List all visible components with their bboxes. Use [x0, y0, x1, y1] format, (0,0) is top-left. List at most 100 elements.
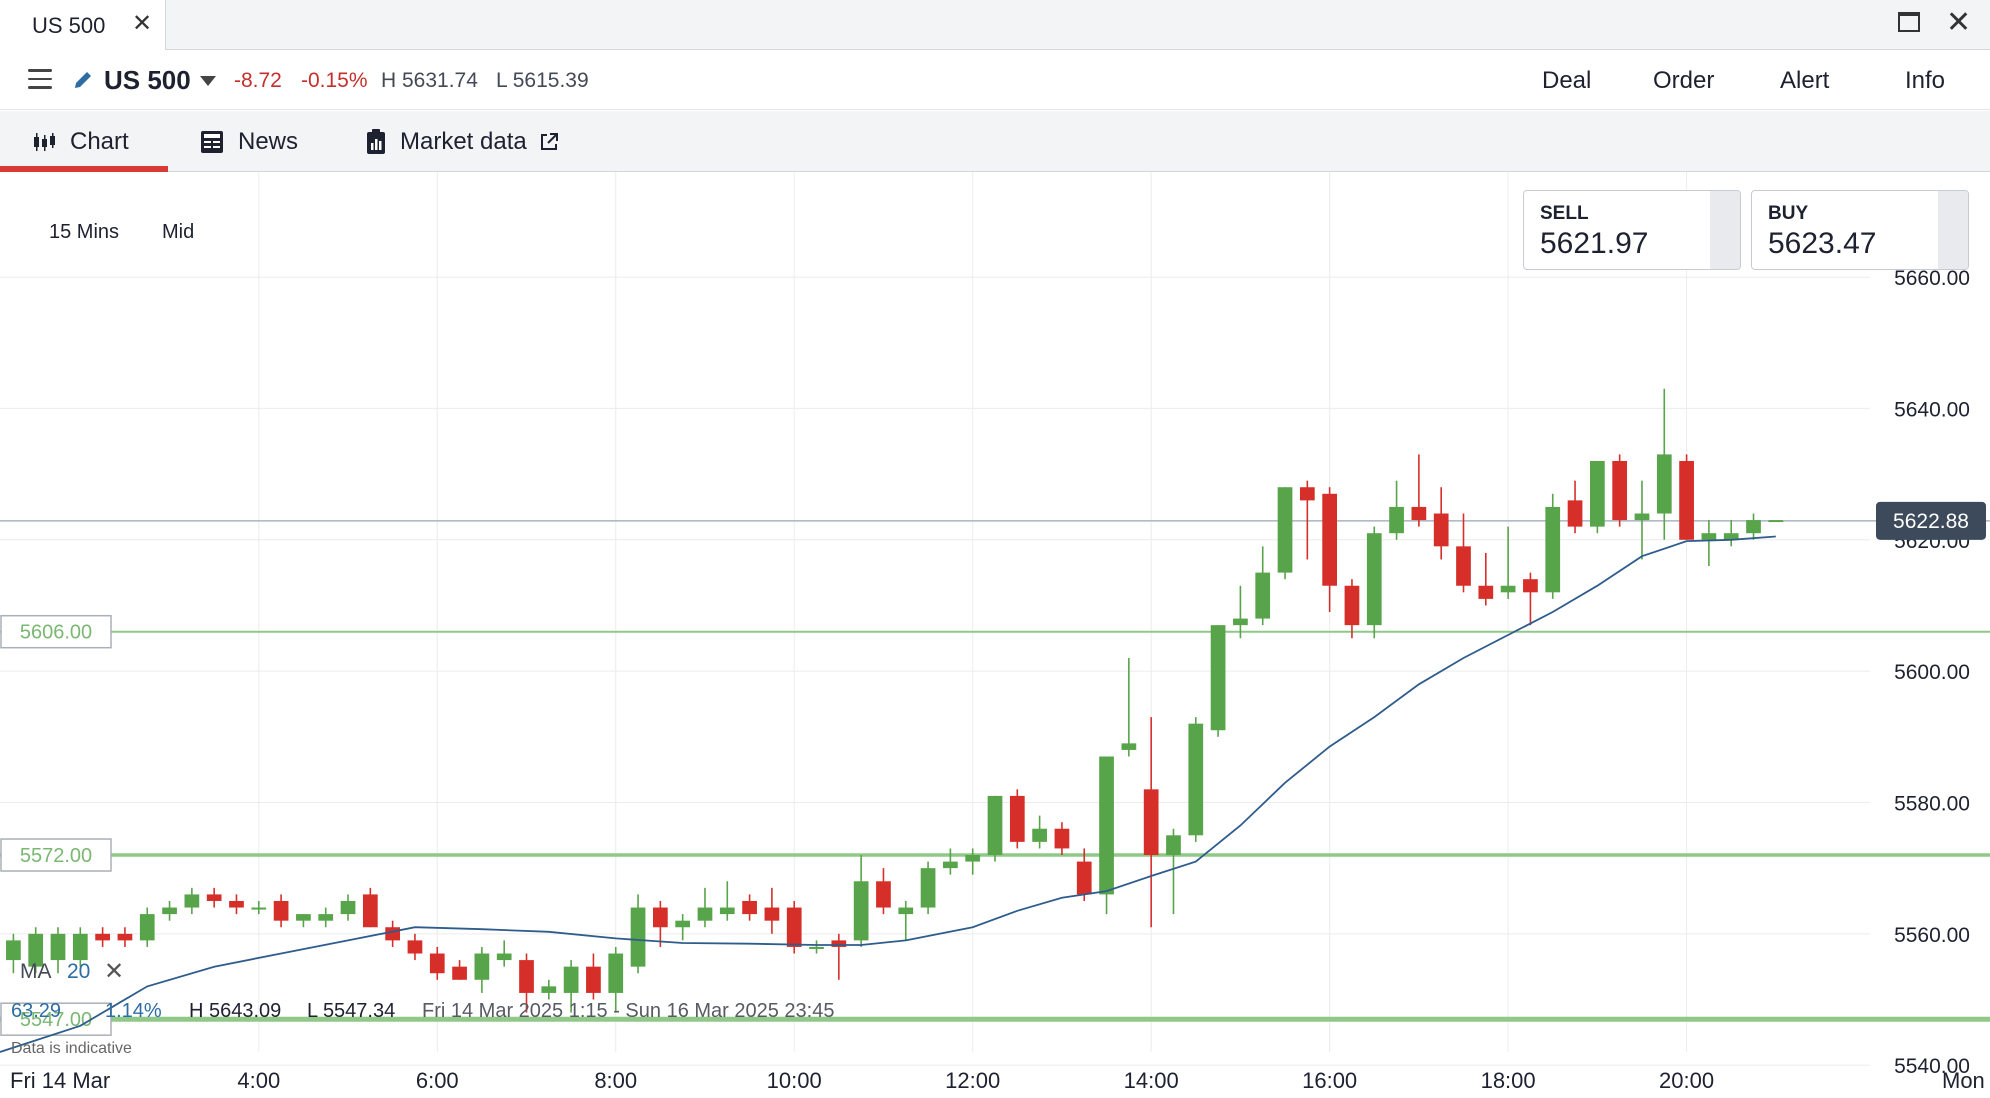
- price-type-selector[interactable]: Mid: [162, 221, 195, 243]
- candle-body: [965, 855, 981, 862]
- price-change: -8.72: [234, 69, 282, 92]
- candle-body: [987, 795, 1003, 856]
- data-disclaimer: Data is indicative: [11, 1040, 132, 1057]
- candle-down: [1433, 487, 1449, 560]
- candle-down: [385, 920, 401, 947]
- candle-up: [563, 960, 579, 1013]
- sell-button[interactable]: SELL 5621.97: [1523, 190, 1741, 270]
- instrument-name[interactable]: US 500: [104, 65, 191, 95]
- buy-button[interactable]: BUY 5623.47: [1751, 190, 1969, 270]
- candle-body: [1299, 487, 1315, 501]
- buy-label: BUY: [1768, 203, 1809, 224]
- candle-body: [1076, 861, 1092, 895]
- timeframe-selector[interactable]: 15 Mins: [49, 221, 120, 243]
- tab-us500[interactable]: US 500 ✕: [0, 0, 166, 50]
- candle-up: [630, 894, 646, 974]
- x-axis: 4:00 6:00 8:00 10:00 12:00 14:00 16:00 18:00 20:…: [237, 1068, 1714, 1093]
- candle-down: [1054, 822, 1070, 856]
- order-button[interactable]: Order: [1653, 67, 1715, 94]
- candle-up: [1389, 480, 1404, 540]
- deal-button[interactable]: Deal: [1542, 67, 1592, 94]
- candle-body: [229, 900, 244, 908]
- candle-down: [519, 953, 534, 1013]
- candle-body: [1099, 756, 1114, 895]
- newspaper-icon: [201, 130, 223, 153]
- candle-up: [1746, 513, 1761, 540]
- candle-body: [853, 881, 869, 941]
- candle-body: [943, 861, 958, 869]
- candle-up: [139, 907, 155, 947]
- candle-body: [1656, 454, 1672, 514]
- candle-body: [184, 894, 200, 908]
- candle-down: [1076, 848, 1092, 901]
- x-tick-label: 16:00: [1302, 1068, 1357, 1093]
- candle-body: [1277, 487, 1293, 573]
- x-tick-label: 18:00: [1481, 1068, 1536, 1093]
- candle-down: [652, 900, 668, 947]
- candle-up: [474, 946, 490, 993]
- candle-up: [50, 927, 66, 974]
- candle-down: [1679, 454, 1694, 540]
- candle-up: [72, 927, 88, 967]
- maximize-icon[interactable]: [1898, 12, 1920, 32]
- candle-body: [1612, 460, 1628, 521]
- tab-news[interactable]: News: [200, 111, 298, 172]
- candle-body: [786, 907, 802, 947]
- candle-body: [95, 933, 110, 941]
- candle-body: [1634, 513, 1650, 521]
- candle-body: [1746, 520, 1761, 534]
- tab-chart[interactable]: Chart: [0, 111, 168, 172]
- candle-body: [1768, 520, 1784, 523]
- candle-up: [853, 855, 869, 947]
- y-tick-label: 5660.00: [1894, 267, 1970, 290]
- pencil-icon[interactable]: [72, 69, 94, 91]
- x-tick-label: 6:00: [416, 1068, 459, 1093]
- candle-up: [1634, 480, 1650, 560]
- candle-up: [675, 914, 691, 941]
- candle-body: [652, 907, 668, 928]
- candle-body: [519, 960, 534, 993]
- hamburger-menu-icon[interactable]: [28, 69, 52, 89]
- tab-market-data[interactable]: Market data: [366, 111, 559, 172]
- window-close-icon[interactable]: ✕: [1946, 6, 1972, 39]
- candle-body: [318, 914, 334, 921]
- candle-body: [117, 933, 133, 941]
- window-tab-bar: US 500 ✕ ✕: [0, 0, 1990, 50]
- current-price-tag: 5622.88: [1876, 501, 1986, 540]
- candle-up: [296, 914, 311, 928]
- candle-body: [72, 933, 88, 961]
- candle-down: [1009, 789, 1025, 849]
- candle-body: [429, 953, 445, 974]
- remove-indicator-icon[interactable]: ✕: [104, 958, 125, 985]
- candle-body: [1322, 493, 1338, 586]
- candle-body: [474, 953, 490, 980]
- buy-button-strip: [1938, 191, 1968, 269]
- candle-body: [1366, 533, 1382, 626]
- day-label-start: Fri 14 Mar: [10, 1068, 111, 1093]
- candle-body: [273, 900, 289, 921]
- candle-body: [1233, 618, 1248, 626]
- candle-body: [1344, 585, 1360, 626]
- candle-up: [1277, 487, 1293, 580]
- alert-button[interactable]: Alert: [1780, 67, 1830, 94]
- day-label-end: Mon: [1942, 1068, 1985, 1093]
- candle-up: [1768, 520, 1784, 523]
- x-tick-label: 20:00: [1659, 1068, 1714, 1093]
- candle-up: [251, 900, 267, 915]
- instrument-header: US 500 -8.72 -0.15% H 5631.74 L 5615.39 …: [0, 51, 1990, 110]
- candle-up: [1255, 546, 1271, 626]
- candle-up: [608, 946, 624, 1013]
- indicator-label: MA: [20, 960, 52, 983]
- candle-body: [563, 966, 579, 993]
- chevron-down-icon[interactable]: [200, 76, 216, 86]
- candles: [6, 388, 1784, 1013]
- candle-up: [1210, 625, 1226, 737]
- x-tick-label: 10:00: [767, 1068, 822, 1093]
- candle-body: [1121, 743, 1137, 750]
- session-low: L 5615.39: [496, 69, 589, 92]
- info-button[interactable]: Info: [1905, 67, 1946, 94]
- indicator-period[interactable]: 20: [67, 960, 91, 983]
- candle-down: [206, 887, 222, 908]
- close-icon[interactable]: ✕: [132, 10, 153, 37]
